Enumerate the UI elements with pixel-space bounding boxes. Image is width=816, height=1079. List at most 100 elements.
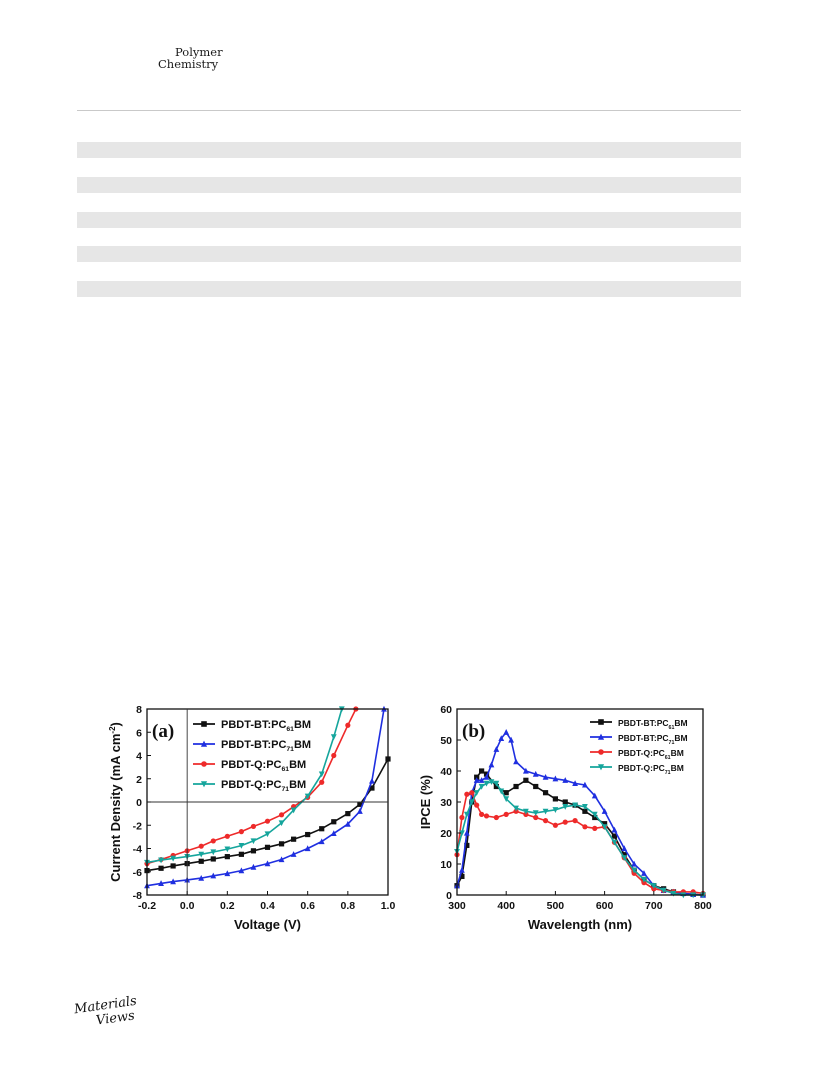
legend-label: PBDT-Q:PC61BM xyxy=(618,748,684,761)
table-band xyxy=(77,212,741,228)
data-point xyxy=(532,770,539,777)
data-point xyxy=(291,836,297,842)
y-tick-label: 6 xyxy=(136,727,142,739)
x-tick-label: 500 xyxy=(547,900,565,912)
data-point xyxy=(198,874,205,881)
data-point xyxy=(290,807,297,814)
chart-ipce-curves: 300 400 500 600 700 800 0 10 20 30 40 50 60 Wavelengt… xyxy=(418,704,712,932)
y-tick-label: -2 xyxy=(133,820,142,832)
series-line xyxy=(146,708,385,887)
data-point xyxy=(264,818,271,824)
y-tick-label: 4 xyxy=(136,751,142,763)
chart-jv-curves: -0.2 0.0 0.2 0.4 0.6 0.8 1.0 -8 -6 -4 -2 0 2 4 6 8 Volta… xyxy=(108,704,395,932)
data-point xyxy=(508,736,515,743)
data-point xyxy=(473,777,480,783)
data-point xyxy=(198,858,204,864)
data-point xyxy=(522,767,529,774)
data-point xyxy=(369,777,375,784)
data-point xyxy=(331,752,337,759)
data-point xyxy=(602,821,608,827)
series-line xyxy=(146,708,343,864)
table-band xyxy=(77,281,741,297)
series-line xyxy=(146,758,389,872)
y-tick-label: 10 xyxy=(440,859,452,871)
data-point xyxy=(224,833,230,839)
series-PBDT-Q:PC71BM xyxy=(454,779,706,899)
legend-entry: PBDT-Q:PC61BM xyxy=(193,759,306,773)
y-tick-label: 50 xyxy=(440,735,452,747)
data-point xyxy=(224,870,231,877)
x-tick-label: 400 xyxy=(497,900,515,912)
x-tick-label: 700 xyxy=(645,900,663,912)
data-point xyxy=(290,851,297,857)
legend-label: PBDT-BT:PC71BM xyxy=(618,733,688,746)
data-point xyxy=(158,857,164,864)
publisher-logo: Materials Views xyxy=(73,994,138,1029)
data-point xyxy=(210,872,217,879)
data-point xyxy=(582,824,588,830)
data-point xyxy=(319,779,325,785)
data-point xyxy=(498,735,505,742)
header-rule xyxy=(77,110,741,111)
data-point xyxy=(552,775,559,782)
data-point xyxy=(250,848,257,854)
data-point xyxy=(459,873,465,879)
x-tick-label: 0.4 xyxy=(260,900,275,912)
data-point xyxy=(469,790,475,796)
y-tick-label: -6 xyxy=(133,867,142,879)
data-point xyxy=(513,805,519,812)
series-PBDT-BT:PC61BM xyxy=(454,768,706,898)
legend-label: PBDT-Q:PC61BM xyxy=(221,759,306,773)
data-point xyxy=(158,880,164,886)
data-point xyxy=(483,813,490,819)
data-point xyxy=(369,785,375,791)
data-point xyxy=(304,793,311,800)
y-tick-label: 40 xyxy=(440,766,452,778)
series-line xyxy=(456,781,703,896)
table-band xyxy=(77,246,741,262)
data-point xyxy=(238,851,244,857)
data-point xyxy=(264,860,271,867)
data-point xyxy=(582,804,588,810)
data-point xyxy=(597,733,605,740)
data-point xyxy=(582,781,588,788)
data-point xyxy=(463,829,470,836)
x-tick-label: 800 xyxy=(694,900,712,912)
data-point xyxy=(533,783,539,790)
legend-label: PBDT-Q:PC71BM xyxy=(221,779,306,793)
legend-entry: PBDT-BT:PC61BM xyxy=(193,719,311,733)
legend-label: PBDT-BT:PC61BM xyxy=(221,719,311,733)
data-point xyxy=(621,852,627,858)
data-point xyxy=(591,792,598,799)
data-point xyxy=(488,779,495,786)
data-point xyxy=(330,830,337,836)
y-tick-label: 8 xyxy=(136,704,142,716)
series-PBDT-BT:PC71BM xyxy=(144,705,387,889)
legend-entry: PBDT-BT:PC71BM xyxy=(193,739,311,753)
legend-entry: PBDT-BT:PC71BM xyxy=(590,733,688,746)
data-point xyxy=(650,883,657,889)
data-point xyxy=(356,808,363,814)
data-point xyxy=(224,854,230,860)
data-point xyxy=(200,740,208,747)
data-point xyxy=(641,870,647,876)
data-point xyxy=(200,781,208,788)
data-point xyxy=(238,867,245,874)
y-axis-label: Current Density (mA cm-2) xyxy=(108,722,123,882)
table-band xyxy=(77,177,741,193)
y-tick-label: 0 xyxy=(136,797,142,809)
data-point xyxy=(660,887,667,894)
legend-entry: PBDT-Q:PC71BM xyxy=(590,763,684,776)
data-point xyxy=(305,831,311,838)
journal-logo: Polymer Chemistry xyxy=(158,46,228,70)
data-point xyxy=(331,819,337,825)
data-point xyxy=(201,721,207,727)
y-tick-label: 2 xyxy=(136,774,142,786)
data-point xyxy=(631,867,638,874)
data-point xyxy=(344,820,351,827)
panel-label: (a) xyxy=(152,721,174,742)
data-point xyxy=(238,829,244,835)
data-point xyxy=(345,811,351,817)
data-point xyxy=(670,890,677,897)
legend-entry: PBDT-BT:PC61BM xyxy=(590,718,688,731)
